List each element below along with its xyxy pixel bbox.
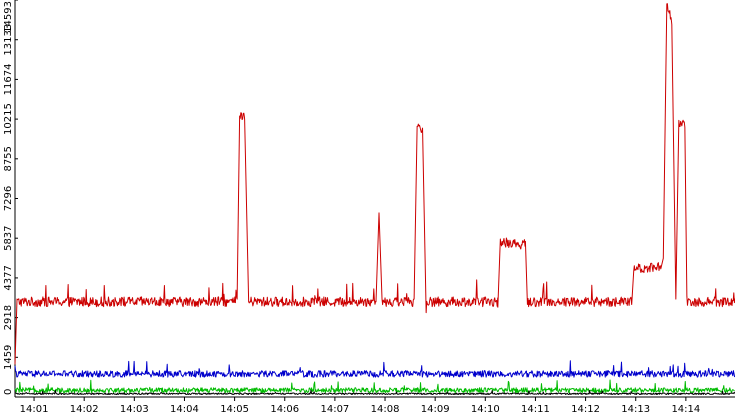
y-tick-label: 5837 <box>3 225 14 250</box>
series-line-4 <box>14 389 735 396</box>
x-tick-label: 14:10 <box>471 404 500 415</box>
y-axis: 0 1459 2918 4377 5837 7296 8755 10215 11674 13133… <box>3 0 18 398</box>
y-tick-label: 1459 <box>3 345 14 370</box>
series-line-1 <box>14 3 735 365</box>
x-tick-label: 14:04 <box>170 404 199 415</box>
series-layer <box>14 3 735 396</box>
y-tick-label: 14593 <box>3 1 14 33</box>
x-tick-label: 14:03 <box>120 404 149 415</box>
y-tick-label: 13133 <box>3 24 14 56</box>
x-tick-label: 14:11 <box>521 404 550 415</box>
x-tick-label: 14:07 <box>320 404 349 415</box>
y-tick-label: 10215 <box>3 103 14 135</box>
x-tick-label: 14:13 <box>621 404 650 415</box>
series-line-2 <box>14 360 735 378</box>
x-tick-label: 14:08 <box>371 404 400 415</box>
x-tick-label: 14:01 <box>20 404 49 415</box>
x-tick-label: 14:14 <box>671 404 700 415</box>
x-tick-label: 14:02 <box>70 404 99 415</box>
y-tick-label: 7296 <box>3 186 14 211</box>
series-line-3 <box>14 379 735 394</box>
x-tick-label: 14:09 <box>421 404 450 415</box>
y-tick-label: 8755 <box>3 146 14 171</box>
y-tick-label: 11674 <box>3 64 14 96</box>
x-tick-label: 14:05 <box>220 404 249 415</box>
x-tick-label: 14:06 <box>270 404 299 415</box>
y-tick-label: 2918 <box>3 305 14 330</box>
y-tick-label: 0 <box>3 389 14 395</box>
x-axis: 14:01 14:02 14:03 14:04 14:05 14:06 14:07 14:08… <box>15 396 735 415</box>
x-tick-label: 14:12 <box>571 404 600 415</box>
y-tick-label: 4377 <box>3 265 14 290</box>
